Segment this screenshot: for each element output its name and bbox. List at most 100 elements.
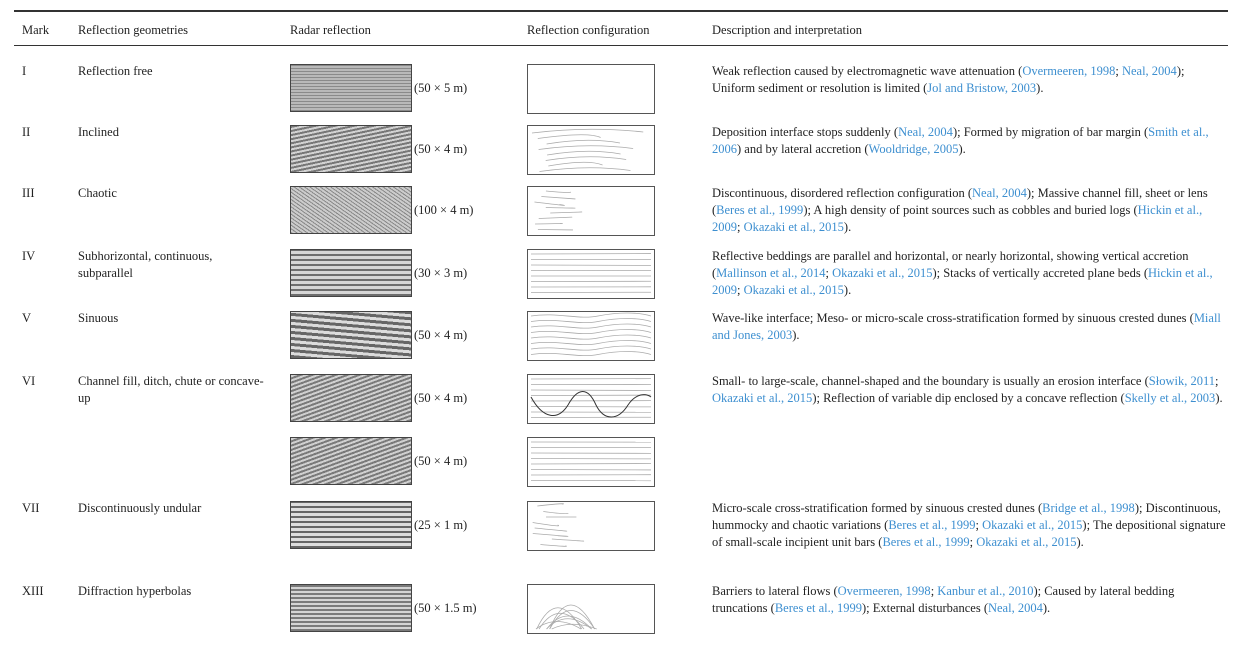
sketch-line: [534, 527, 567, 532]
description-text: ).: [1215, 391, 1223, 405]
citation: Beres et al., 1999: [888, 518, 976, 532]
sketch-line: [532, 522, 559, 527]
geometry-cell: Discontinuously undular: [78, 501, 202, 515]
sketch-line: [549, 604, 595, 630]
sketch-line: [546, 618, 592, 630]
geometry-cell: Reflection free: [78, 64, 153, 78]
configuration-sketch: [527, 186, 655, 236]
header-cell: Radar reflection: [290, 23, 371, 37]
header-cell: Description and interpretation: [712, 23, 862, 37]
sketch-line: [543, 511, 569, 515]
configuration-sketch: [527, 64, 655, 114]
description-text: Deposition interface stops suddenly (: [712, 125, 899, 139]
citation: Neal, 2004: [1121, 64, 1177, 78]
citation: Neal, 2004: [898, 125, 953, 139]
configuration-sketch: [527, 374, 655, 424]
scale-label: (50 × 4 m): [414, 142, 468, 156]
scale-label: (50 × 1.5 m): [414, 601, 477, 615]
channel-boundary: [530, 391, 652, 418]
sketch-line: [531, 128, 644, 134]
description-cell: Reflective beddings are parallel and hor…: [712, 248, 1227, 299]
description-text: ).: [843, 220, 852, 234]
citation: Beres et al., 1999: [716, 203, 804, 217]
sketch-lines: [530, 312, 652, 357]
header-cell: Mark: [22, 23, 50, 37]
geometry-cell: Subhorizontal, continuous, subparallel: [78, 249, 213, 280]
radar-image: [290, 64, 412, 112]
sketch-line: [534, 201, 565, 206]
citation: Wooldridge, 2005: [868, 142, 959, 156]
description-text: ;: [737, 283, 744, 297]
sketch-line: [538, 613, 585, 630]
description-cell: Deposition interface stops suddenly (Nea…: [712, 124, 1227, 158]
header-cell: Reflection geometries: [78, 23, 189, 37]
description-text: ); Formed by migration of bar margin (: [952, 125, 1149, 139]
radar-image: [290, 437, 412, 485]
sketch-line: [530, 351, 652, 357]
description-text: Reflective beddings are parallel and hor…: [712, 249, 1189, 280]
description-text: ).: [958, 142, 966, 156]
sketch-line: [530, 345, 652, 351]
scale-label: (50 × 4 m): [414, 454, 468, 468]
scale-label: (30 × 3 m): [414, 266, 468, 280]
description-text: ) and by lateral accretion (: [737, 142, 869, 156]
geometry-cell: Diffraction hyperbolas: [78, 584, 192, 598]
sketch-line: [540, 544, 567, 547]
top-rule: [14, 10, 1228, 12]
mark-cell: III: [22, 186, 35, 200]
description-text: Barriers to lateral flows (: [712, 584, 838, 598]
mark-cell: IV: [22, 249, 36, 263]
sketch-line: [530, 312, 652, 318]
description-text: ;: [825, 266, 833, 280]
configuration-sketch: [527, 437, 655, 487]
citation: Okazaki et al., 2015: [743, 220, 844, 234]
geometry-cell: Sinuous: [78, 311, 119, 325]
citation: Smith et al., 2006: [712, 125, 1209, 156]
sketch-line: [546, 139, 621, 145]
mark-cell: I: [22, 64, 27, 78]
description-text: Discontinuous, disordered reflection con…: [712, 186, 972, 200]
description-text: ); External disturbances (: [861, 601, 988, 615]
description-cell: Weak reflection caused by electromagneti…: [712, 63, 1227, 97]
description-cell: Small- to large-scale, channel-shaped an…: [712, 373, 1227, 407]
radar-image: [290, 584, 412, 632]
description-text: ;: [969, 535, 977, 549]
description-text: ;: [930, 584, 938, 598]
citation: Okazaki et al., 2015: [976, 535, 1077, 549]
description-text: Micro-scale cross-stratification formed …: [712, 501, 1043, 515]
citation: Neal, 2004: [987, 601, 1043, 615]
description-text: ;: [975, 518, 983, 532]
description-text: ); Discontinuous, hummocky and chaotic v…: [712, 501, 1221, 532]
citation: Hickin et al., 2009: [712, 266, 1213, 297]
sketch-line: [530, 329, 652, 335]
sketch-line: [538, 216, 573, 219]
sketch-line: [538, 145, 634, 150]
sketch-line: [541, 196, 576, 200]
description-text: ); Massive channel fill, sheet or lens (: [712, 186, 1208, 217]
sketch-lines: [535, 604, 597, 630]
description-cell: Barriers to lateral flows (Overmeeren, 1…: [712, 583, 1227, 617]
description-text: ).: [1042, 601, 1051, 615]
description-cell: Discontinuous, disordered reflection con…: [712, 185, 1227, 236]
description-text: Weak reflection caused by electromagneti…: [712, 64, 1023, 78]
sketch-lines: [530, 378, 652, 418]
scale-label: (100 × 4 m): [414, 203, 474, 217]
sketch-line: [537, 503, 564, 507]
description-text: ); The depositional signature of small-s…: [712, 518, 1226, 549]
sketch-line: [545, 207, 576, 209]
description-text: ); Uniform sediment or resolution is lim…: [712, 64, 1185, 95]
geometry-cell: Channel fill, ditch, chute or concave-up: [78, 374, 264, 405]
radar-image: [290, 186, 412, 234]
citation: Okazaki et al., 2015: [832, 266, 933, 280]
sketch-line: [545, 190, 572, 193]
scale-label: (50 × 4 m): [414, 328, 468, 342]
sketch-line: [537, 134, 601, 139]
configuration-sketch: [527, 501, 655, 551]
description-text: ).: [792, 328, 800, 342]
sketch-line: [535, 223, 563, 225]
citation: Okazaki et al., 2015: [712, 391, 813, 405]
citation: Kanbur et al., 2010: [937, 584, 1034, 598]
description-text: Small- to large-scale, channel-shaped an…: [712, 374, 1149, 388]
description-text: ); A high density of point sources such …: [803, 203, 1138, 217]
configuration-sketch: [527, 249, 655, 299]
